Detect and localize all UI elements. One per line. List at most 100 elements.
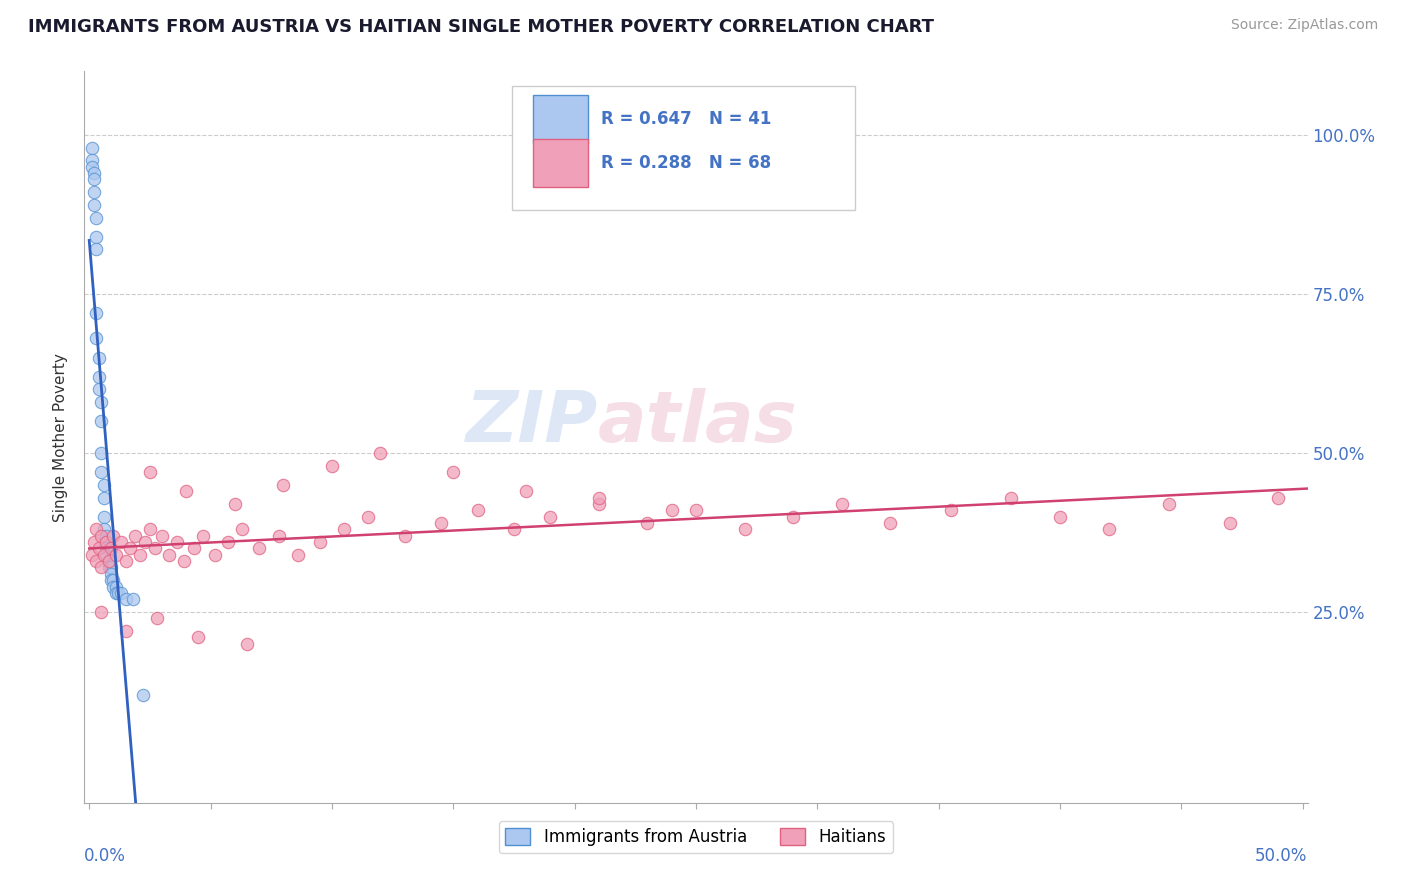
Point [80, 153, 103, 168]
Point [87, 383, 110, 397]
Point [131, 688, 153, 702]
Point [143, 541, 166, 556]
Point [114, 592, 136, 607]
Point [104, 586, 127, 600]
Point [97, 554, 120, 568]
Point [90, 560, 112, 574]
Point [661, 503, 683, 517]
Point [357, 509, 380, 524]
Point [107, 586, 129, 600]
Point [93, 509, 115, 524]
Point [120, 541, 142, 556]
Point [100, 560, 122, 574]
Point [103, 580, 125, 594]
Point [1159, 497, 1181, 511]
Point [96, 535, 118, 549]
Point [103, 573, 125, 587]
Point [87, 541, 110, 556]
Point [87, 369, 110, 384]
Point [939, 503, 962, 517]
FancyBboxPatch shape [533, 139, 588, 186]
Point [96, 548, 118, 562]
Point [636, 516, 658, 530]
Point [273, 477, 295, 491]
Point [110, 535, 132, 549]
Point [287, 548, 309, 562]
Point [104, 580, 127, 594]
Point [538, 509, 561, 524]
Point [247, 541, 270, 556]
Text: Source: ZipAtlas.com: Source: ZipAtlas.com [1230, 18, 1378, 32]
Point [90, 529, 112, 543]
Point [80, 548, 103, 562]
Point [267, 529, 290, 543]
Point [370, 446, 392, 460]
Point [174, 484, 197, 499]
Point [86, 229, 108, 244]
Point [97, 560, 120, 574]
Point [150, 529, 173, 543]
Point [588, 497, 610, 511]
Point [103, 529, 125, 543]
Point [86, 331, 108, 345]
Point [204, 548, 226, 562]
Point [83, 185, 105, 199]
Point [217, 535, 239, 549]
Point [86, 243, 108, 257]
Point [224, 497, 246, 511]
Point [1219, 516, 1241, 530]
Point [80, 160, 103, 174]
Point [1097, 522, 1119, 536]
Point [90, 465, 112, 479]
Point [173, 554, 195, 568]
Point [515, 484, 537, 499]
Text: R = 0.288   N = 68: R = 0.288 N = 68 [600, 153, 770, 172]
Point [129, 548, 152, 562]
Point [685, 503, 707, 517]
Point [308, 535, 330, 549]
Point [83, 166, 105, 180]
Point [114, 624, 136, 638]
Point [90, 446, 112, 460]
Point [97, 554, 120, 568]
Point [90, 395, 112, 409]
Point [104, 548, 127, 562]
Point [187, 631, 209, 645]
Point [441, 465, 464, 479]
Point [100, 573, 122, 587]
Point [96, 541, 118, 556]
Point [1049, 509, 1071, 524]
Text: 50.0%: 50.0% [1256, 847, 1308, 864]
Point [503, 522, 526, 536]
Point [831, 497, 853, 511]
Point [83, 172, 105, 186]
Point [183, 541, 205, 556]
Point [166, 535, 188, 549]
Point [139, 465, 162, 479]
Point [430, 516, 453, 530]
Point [146, 611, 169, 625]
Point [80, 141, 103, 155]
Point [139, 522, 162, 536]
Point [96, 535, 118, 549]
Point [321, 458, 343, 473]
Point [879, 516, 901, 530]
Y-axis label: Single Mother Poverty: Single Mother Poverty [53, 352, 69, 522]
Text: IMMIGRANTS FROM AUSTRIA VS HAITIAN SINGLE MOTHER POVERTY CORRELATION CHART: IMMIGRANTS FROM AUSTRIA VS HAITIAN SINGL… [28, 18, 934, 36]
Text: 0.0%: 0.0% [84, 847, 127, 864]
Point [588, 491, 610, 505]
Point [114, 554, 136, 568]
Point [333, 522, 356, 536]
Point [96, 529, 118, 543]
Point [86, 554, 108, 568]
Point [90, 414, 112, 428]
Point [100, 541, 122, 556]
Text: atlas: atlas [598, 388, 797, 457]
Point [394, 529, 416, 543]
Point [134, 535, 156, 549]
Point [236, 637, 259, 651]
Point [122, 592, 145, 607]
Point [93, 491, 115, 505]
Point [93, 477, 115, 491]
Point [782, 509, 804, 524]
